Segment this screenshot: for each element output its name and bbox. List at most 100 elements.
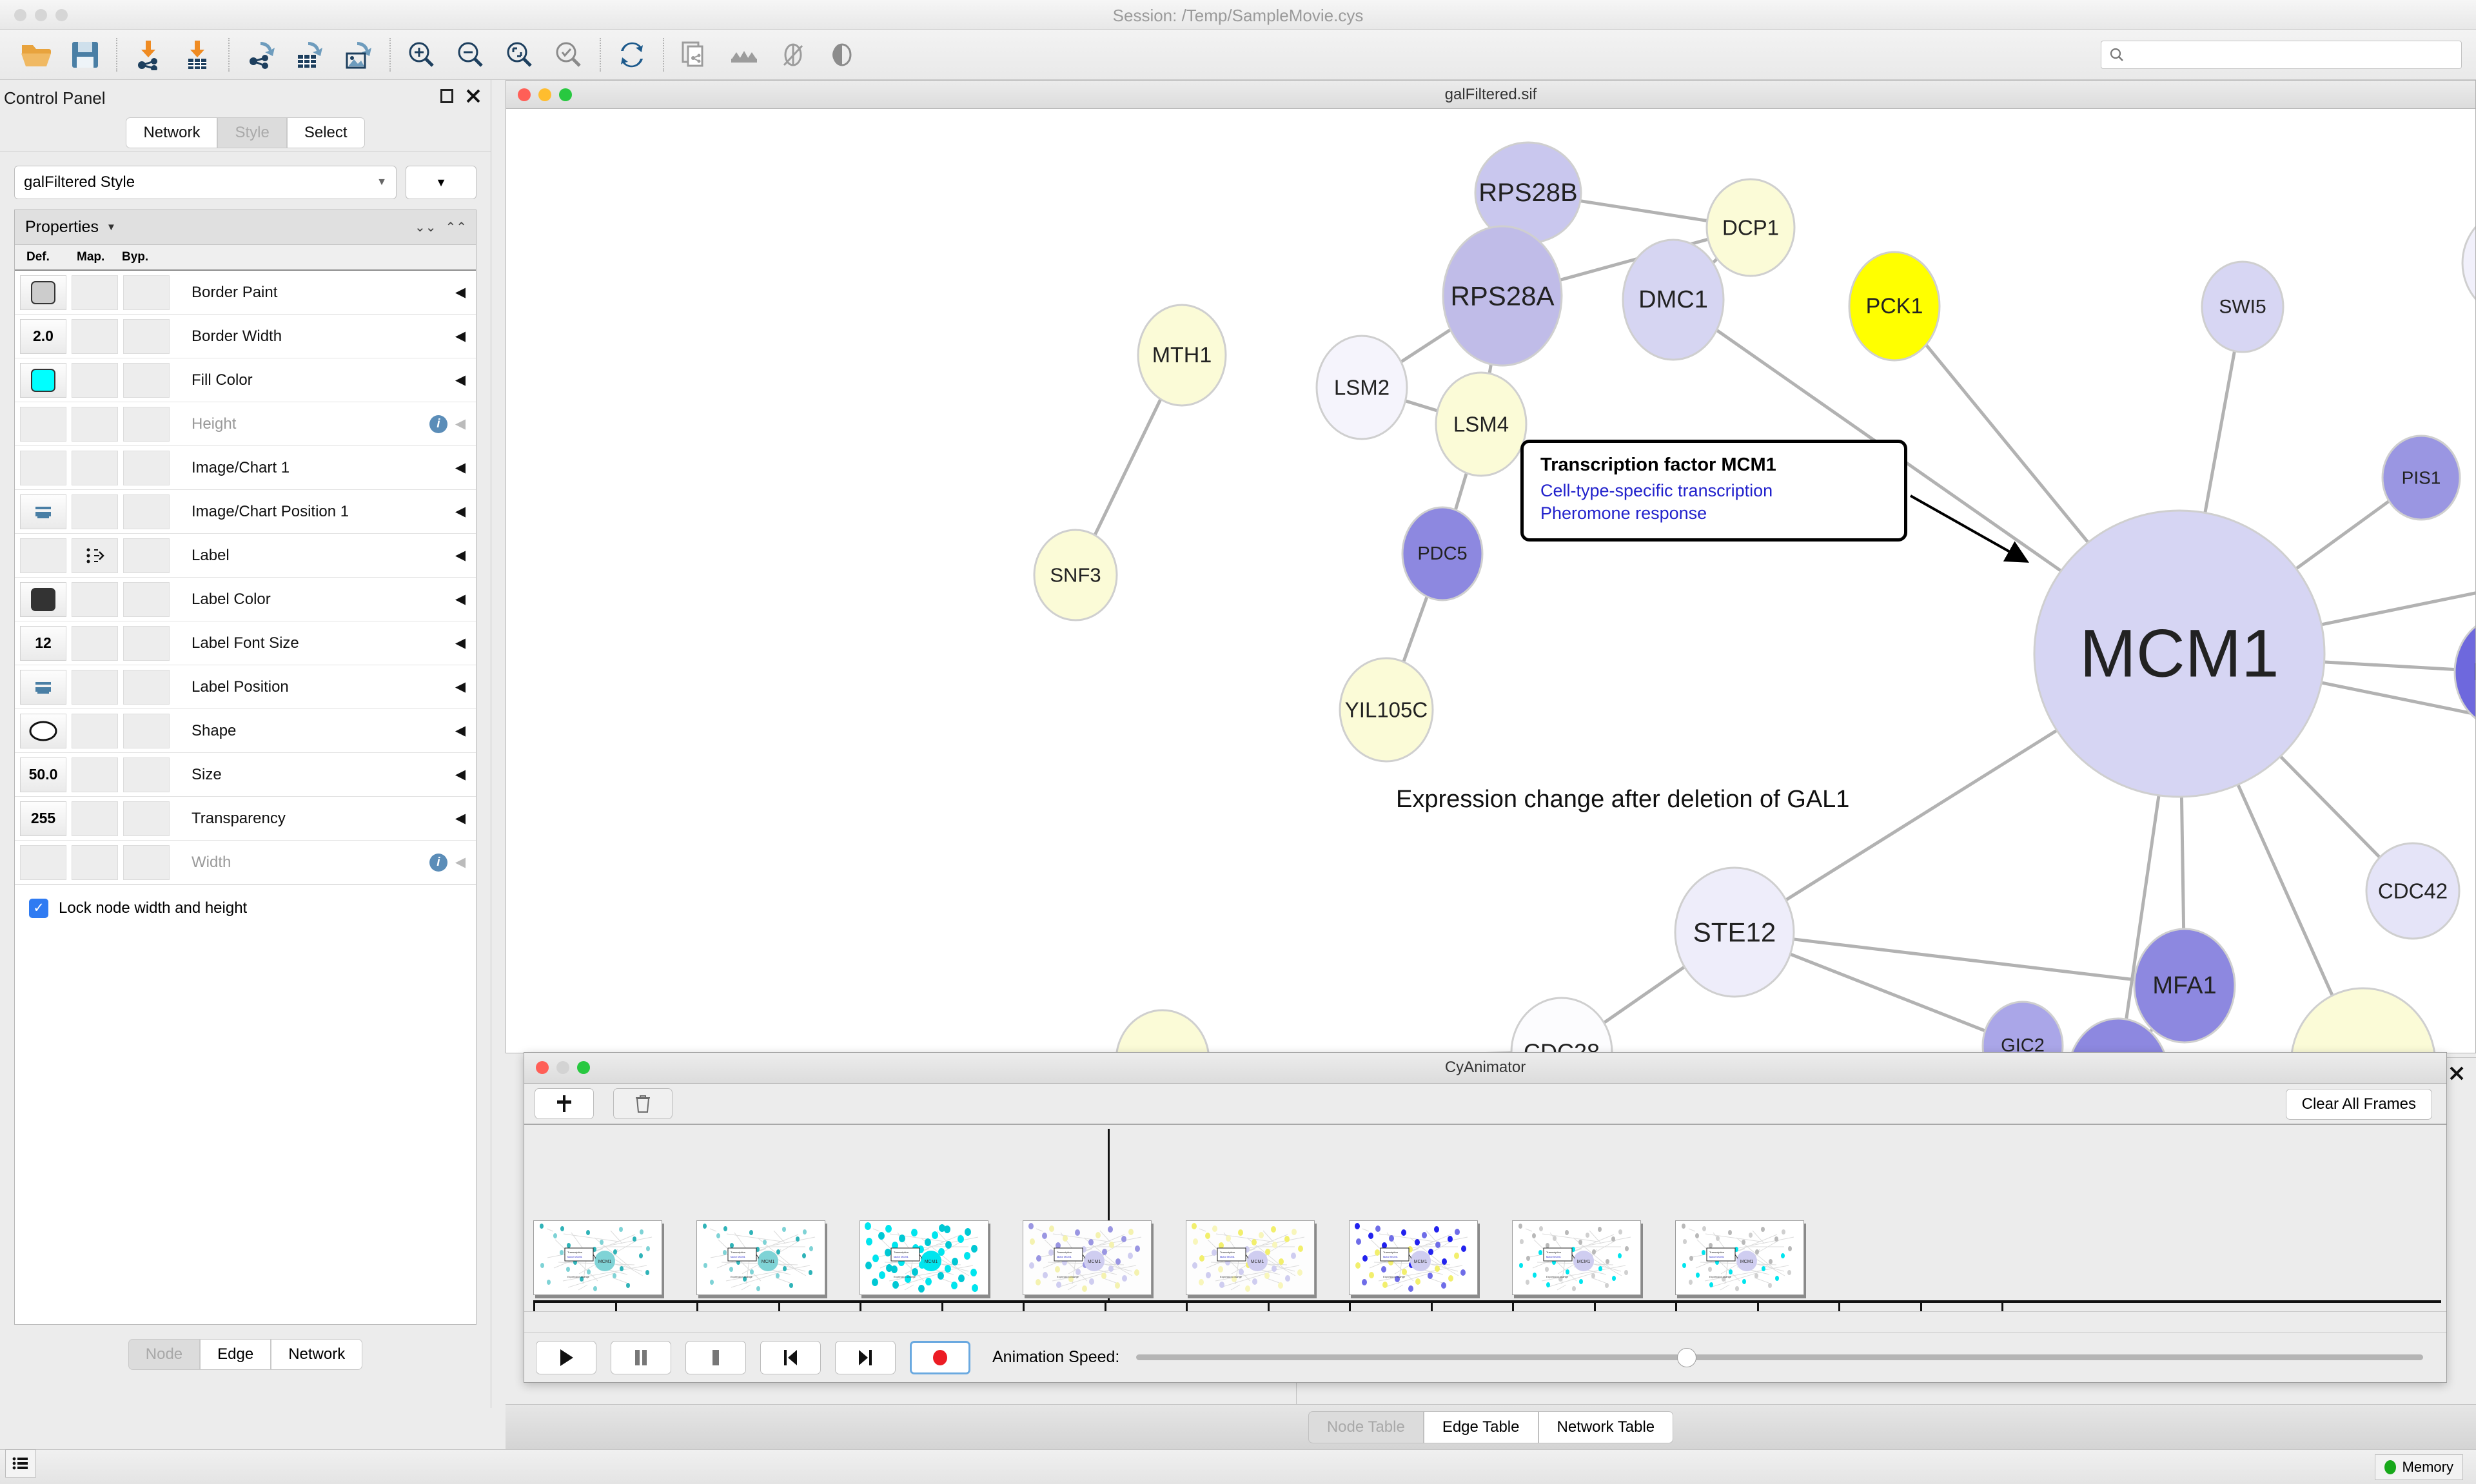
property-mapping-cell[interactable] xyxy=(72,406,118,442)
slider-knob[interactable] xyxy=(1676,1347,1696,1367)
expand-property-arrow[interactable]: ◀ xyxy=(455,855,466,870)
graph-node[interactable]: SWI5 xyxy=(2201,260,2284,353)
show-all-icon[interactable] xyxy=(769,35,818,75)
expand-property-arrow[interactable]: ◀ xyxy=(455,373,466,387)
property-default-cell[interactable] xyxy=(20,406,66,442)
clear-all-frames-button[interactable]: Clear All Frames xyxy=(2285,1089,2432,1120)
save-icon[interactable] xyxy=(61,35,110,75)
property-mapping-cell[interactable] xyxy=(72,757,118,792)
timeline-frame[interactable]: MCM1 Transcription factor MCM1 Expression c… xyxy=(860,1220,988,1295)
property-row[interactable]: Width i ◀ xyxy=(15,841,476,884)
export-image-icon[interactable] xyxy=(334,35,383,75)
maximize-network-dot[interactable] xyxy=(559,88,572,101)
node-shape[interactable] xyxy=(2453,616,2475,729)
graph-node[interactable]: YNL047C xyxy=(1115,1009,1210,1053)
property-bypass-cell[interactable] xyxy=(123,275,170,310)
property-bypass-cell[interactable] xyxy=(123,625,170,661)
graph-node[interactable]: GAL80 xyxy=(2461,206,2475,320)
property-bypass-cell[interactable] xyxy=(123,406,170,442)
property-default-cell[interactable] xyxy=(20,362,66,398)
open-folder-icon[interactable] xyxy=(12,35,61,75)
lock-node-size-checkbox[interactable]: ✓ xyxy=(29,898,48,918)
record-button[interactable] xyxy=(910,1340,970,1374)
timeline-frame[interactable]: MCM1 Transcription factor MCM1 Expression c… xyxy=(1349,1220,1478,1295)
property-row[interactable]: Label Color ◀ xyxy=(15,578,476,621)
node-shape[interactable] xyxy=(2133,928,2236,1044)
tab-edge-table[interactable]: Edge Table xyxy=(1423,1411,1538,1443)
property-default-cell[interactable]: 255 xyxy=(20,801,66,836)
graph-node[interactable]: RPS28A xyxy=(1442,225,1563,367)
expand-property-arrow[interactable]: ◀ xyxy=(455,723,466,738)
graph-node[interactable]: RPS28B xyxy=(1474,141,1582,244)
property-default-cell[interactable] xyxy=(20,494,66,529)
property-row[interactable]: 255 Transparency ◀ xyxy=(15,797,476,841)
property-bypass-cell[interactable] xyxy=(123,538,170,573)
expand-property-arrow[interactable]: ◀ xyxy=(455,285,466,300)
expand-property-arrow[interactable]: ◀ xyxy=(455,636,466,650)
graph-node[interactable]: STE2 xyxy=(2068,1017,2168,1053)
node-shape[interactable] xyxy=(2381,434,2461,521)
graph-node[interactable]: PIS1 xyxy=(2381,434,2461,521)
node-shape[interactable] xyxy=(1401,506,1484,601)
color-swatch[interactable] xyxy=(31,587,55,611)
node-shape[interactable] xyxy=(2033,509,2326,798)
property-row[interactable]: Shape ◀ xyxy=(15,709,476,753)
node-shape[interactable] xyxy=(2290,987,2436,1053)
graph-node[interactable]: CDC42 xyxy=(2365,842,2461,940)
expand-property-arrow[interactable]: ◀ xyxy=(455,504,466,519)
property-mapping-cell[interactable] xyxy=(72,318,118,354)
property-row[interactable]: Border Paint ◀ xyxy=(15,271,476,315)
expand-property-arrow[interactable]: ◀ xyxy=(455,592,466,607)
property-row[interactable]: Label Position ◀ xyxy=(15,665,476,709)
maximize-window-dot[interactable] xyxy=(55,9,68,21)
play-button[interactable] xyxy=(536,1340,596,1374)
node-shape[interactable] xyxy=(1674,866,1795,998)
property-default-cell[interactable]: 12 xyxy=(20,625,66,661)
next-frame-button[interactable] xyxy=(835,1340,896,1374)
node-shape[interactable] xyxy=(2365,842,2461,940)
property-default-cell[interactable] xyxy=(20,845,66,880)
timeline-frame[interactable]: MCM1 Transcription factor MCM1 Expression c… xyxy=(1186,1220,1315,1295)
tab-edge[interactable]: Edge xyxy=(200,1339,271,1370)
graph-node[interactable]: LSM2 xyxy=(1315,335,1408,440)
prev-frame-button[interactable] xyxy=(760,1340,821,1374)
node-shape[interactable] xyxy=(1435,371,1528,477)
cyanimator-timeline[interactable]: MCM1 Transcription factor MCM1 Expression c… xyxy=(524,1125,2446,1312)
node-shape[interactable] xyxy=(1705,178,1796,277)
property-row[interactable]: Fill Color ◀ xyxy=(15,358,476,402)
add-frame-button[interactable] xyxy=(535,1088,594,1119)
close-window-dot[interactable] xyxy=(14,9,26,21)
timeline-frame[interactable]: MCM1 Transcription factor MCM1 Expression c… xyxy=(1512,1220,1641,1295)
property-row[interactable]: Image/Chart 1 ◀ xyxy=(15,446,476,490)
node-shape[interactable] xyxy=(2201,260,2284,353)
property-mapping-cell[interactable] xyxy=(72,625,118,661)
minimize-cyanimator-dot[interactable] xyxy=(556,1061,569,1074)
property-mapping-cell[interactable] xyxy=(72,581,118,617)
close-network-dot[interactable] xyxy=(518,88,531,101)
window-controls[interactable] xyxy=(14,9,68,21)
property-bypass-cell[interactable] xyxy=(123,801,170,836)
search-input[interactable] xyxy=(2130,47,2453,62)
tab-node-table[interactable]: Node Table xyxy=(1308,1411,1424,1443)
expand-property-arrow[interactable]: ◀ xyxy=(455,811,466,826)
graph-edge[interactable] xyxy=(1734,930,2185,988)
stop-button[interactable] xyxy=(685,1340,746,1374)
graph-node[interactable]: MTH1 xyxy=(1137,304,1227,407)
graph-node[interactable]: YIL105C xyxy=(1339,657,1434,763)
graph-node[interactable]: STE12 xyxy=(1674,866,1795,998)
node-shape[interactable] xyxy=(1442,225,1563,367)
graph-node[interactable]: GIC2 xyxy=(1981,1001,2064,1053)
property-bypass-cell[interactable] xyxy=(123,450,170,485)
expand-property-arrow[interactable]: ◀ xyxy=(455,679,466,694)
node-shape[interactable] xyxy=(1115,1009,1210,1053)
node-shape[interactable] xyxy=(2068,1017,2168,1053)
property-mapping-cell[interactable] xyxy=(72,450,118,485)
property-bypass-cell[interactable] xyxy=(123,581,170,617)
property-default-cell[interactable] xyxy=(20,538,66,573)
tab-select[interactable]: Select xyxy=(286,117,365,148)
tab-network-style[interactable]: Network xyxy=(271,1339,363,1370)
property-row[interactable]: Height i ◀ xyxy=(15,402,476,446)
property-mapping-cell[interactable] xyxy=(72,801,118,836)
property-bypass-cell[interactable] xyxy=(123,669,170,705)
zoom-selected-icon[interactable] xyxy=(544,35,593,75)
